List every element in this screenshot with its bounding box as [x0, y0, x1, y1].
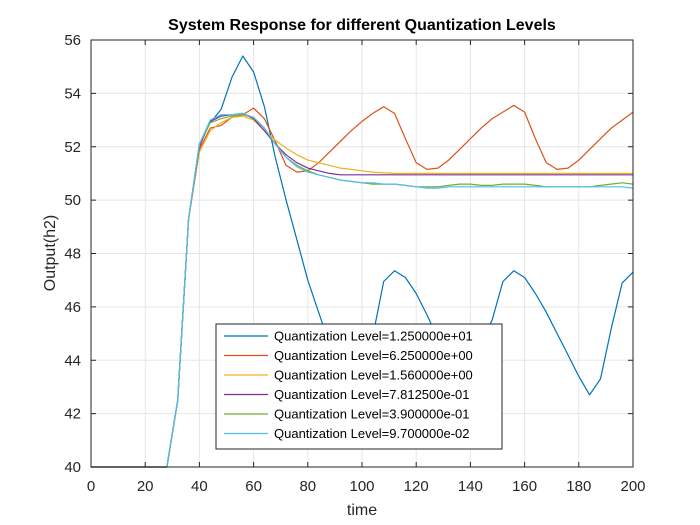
x-tick-label: 180 — [566, 478, 591, 495]
ticks: 0 20 40 60 80 100 120 140 160 180 200 40 42 44 46 48 50 5… — [64, 32, 645, 495]
y-tick-label: 52 — [64, 139, 81, 156]
legend-label: Quantization Level=9.700000e-02 — [274, 426, 470, 441]
legend-label: Quantization Level=6.250000e+00 — [274, 348, 473, 363]
legend: Quantization Level=1.250000e+01 Quantizat… — [215, 323, 503, 450]
y-tick-label: 40 — [64, 459, 81, 476]
legend-label: Quantization Level=7.812500e-01 — [274, 387, 470, 402]
y-tick-label: 48 — [64, 246, 81, 263]
x-tick-label: 60 — [245, 478, 262, 495]
y-tick-label: 56 — [64, 32, 81, 49]
x-tick-label: 200 — [620, 478, 645, 495]
x-tick-label: 120 — [404, 478, 429, 495]
y-tick-label: 46 — [64, 299, 81, 316]
legend-box — [215, 323, 503, 450]
x-tick-label: 140 — [458, 478, 483, 495]
x-tick-label: 80 — [299, 478, 316, 495]
y-tick-label: 50 — [64, 192, 81, 209]
legend-label: Quantization Level=1.560000e+00 — [274, 368, 473, 383]
legend-label: Quantization Level=1.250000e+01 — [274, 329, 473, 344]
y-tick-label: 54 — [64, 85, 81, 102]
legend-label: Quantization Level=3.900000e-01 — [274, 407, 470, 422]
chart-title: System Response for different Quantizati… — [168, 17, 556, 34]
x-tick-label: 0 — [87, 478, 95, 495]
y-axis-label: Output(h2) — [42, 215, 59, 291]
y-tick-label: 42 — [64, 406, 81, 423]
x-axis-label: time — [347, 502, 377, 519]
x-tick-label: 160 — [512, 478, 537, 495]
y-tick-label: 44 — [64, 352, 81, 369]
x-tick-label: 100 — [349, 478, 374, 495]
series-line-6 — [91, 112, 634, 468]
x-tick-label: 20 — [137, 478, 154, 495]
x-tick-label: 40 — [191, 478, 208, 495]
